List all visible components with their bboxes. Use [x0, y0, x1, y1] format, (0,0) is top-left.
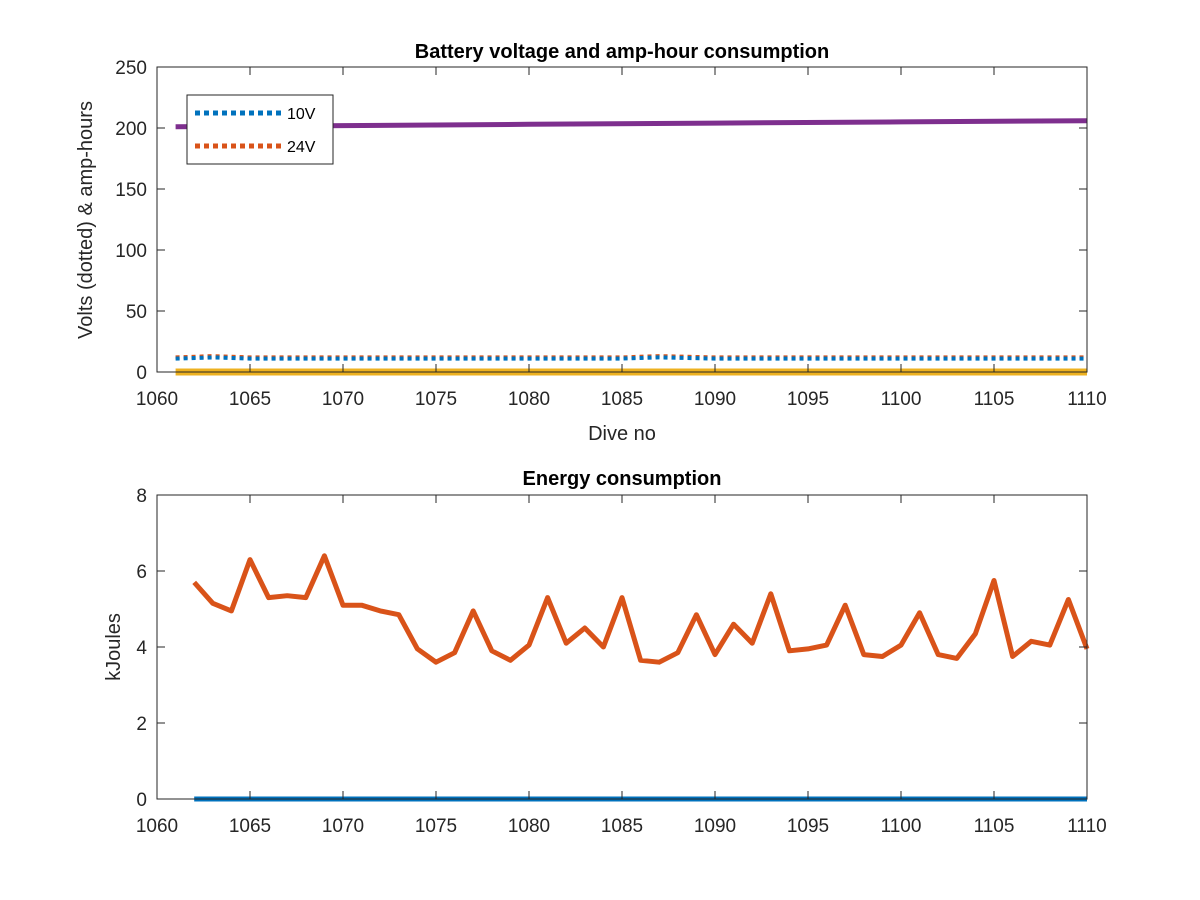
bottom-y-tick-label: 2 [136, 714, 147, 735]
top-y-tick-label: 150 [115, 180, 147, 201]
top-series-10v [175, 355, 1087, 361]
bottom-ticks-group: 1060 1065 1070 1075 1080 1085 1090 1095 1100 1105… [136, 486, 1107, 837]
top-chart-title: Battery voltage and amp-hour consumption [415, 41, 829, 63]
top-x-tick-label: 1060 [136, 389, 178, 410]
top-x-tick-label: 1090 [694, 389, 736, 410]
legend-box [186, 94, 334, 165]
top-x-axis-label: Dive no [588, 423, 656, 445]
bottom-x-tick-label: 1110 [1067, 816, 1106, 837]
top-axes: 1060 1065 1070 1075 1080 1085 1090 1095 1100 1105… [75, 41, 1107, 445]
top-x-tick-label: 1095 [787, 389, 829, 410]
bottom-chart-title: Energy consumption [523, 468, 722, 490]
bottom-plot-area [157, 495, 1087, 799]
bottom-axes: 1060 1065 1070 1075 1080 1085 1090 1095 1100 1105… [103, 468, 1107, 837]
bottom-y-tick-label: 4 [136, 638, 147, 659]
bottom-x-tick-label: 1070 [322, 816, 364, 837]
top-y-tick-label: 100 [115, 241, 147, 262]
bottom-y-tick-label: 0 [136, 790, 147, 811]
bottom-x-tick-label: 1080 [508, 816, 550, 837]
top-y-tick-label: 50 [126, 302, 147, 323]
top-y-tick-label: 0 [136, 363, 147, 384]
bottom-x-tick-label: 1075 [415, 816, 457, 837]
top-x-tick-label: 1065 [229, 389, 271, 410]
top-x-tick-label: 1100 [881, 389, 922, 410]
top-x-tick-label: 1080 [508, 389, 550, 410]
bottom-series-line-0 [192, 553, 1090, 665]
top-x-tick-label: 1085 [601, 389, 643, 410]
legend-label-24v: 24V [287, 139, 316, 156]
top-ticks-group: 1060 1065 1070 1075 1080 1085 1090 1095 1100 1105… [115, 58, 1106, 410]
bottom-y-axis-label: kJoules [103, 613, 125, 681]
top-y-tick-label: 250 [115, 58, 147, 79]
legend-label-10v: 10V [287, 106, 316, 123]
bottom-x-tick-label: 1095 [787, 816, 829, 837]
bottom-x-tick-label: 1065 [229, 816, 271, 837]
top-x-tick-label: 1070 [322, 389, 364, 410]
legend: 10V 24V [186, 94, 334, 165]
bottom-x-tick-label: 1105 [974, 816, 1015, 837]
top-y-tick-label: 200 [115, 119, 147, 140]
top-x-tick-label: 1075 [415, 389, 457, 410]
bottom-y-tick-label: 6 [136, 562, 147, 583]
top-y-axis-label: Volts (dotted) & amp-hours [75, 101, 97, 339]
bottom-x-tick-label: 1090 [694, 816, 736, 837]
bottom-x-tick-label: 1085 [601, 816, 643, 837]
bottom-y-tick-label: 8 [136, 486, 147, 507]
bottom-x-tick-label: 1100 [881, 816, 922, 837]
top-x-tick-label: 1105 [974, 389, 1015, 410]
top-x-tick-label: 1110 [1067, 389, 1106, 410]
bottom-x-tick-label: 1060 [136, 816, 178, 837]
